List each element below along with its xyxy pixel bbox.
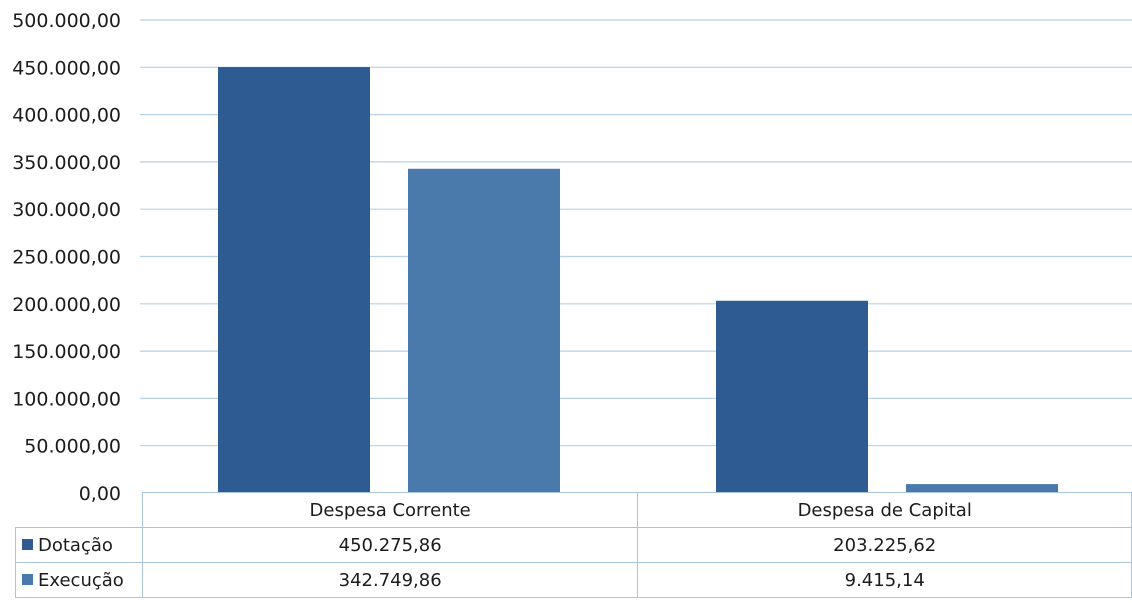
y-tick-label: 400.000,00 [12,105,121,127]
y-tick-label: 500.000,00 [12,10,121,32]
data-cell: 450.275,86 [141,527,639,563]
series-name: Execução [38,569,124,591]
y-tick-label: 50.000,00 [24,436,121,458]
y-tick-label: 200.000,00 [12,294,121,316]
bar [218,67,370,494]
y-tick-label: 450.000,00 [12,57,121,79]
bar [906,484,1058,493]
data-cell: 342.749,86 [141,562,639,598]
y-tick-label: 300.000,00 [12,199,121,221]
y-tick-label: 100.000,00 [12,388,121,410]
category-label: Despesa de Capital [637,492,1132,528]
data-cell: 203.225,62 [637,527,1132,563]
legend-swatch [22,574,33,585]
data-cell: 9.415,14 [637,562,1132,598]
y-tick-label: 250.000,00 [12,247,121,269]
legend-swatch [22,539,33,550]
bar [716,300,868,493]
table-row-dotacao: Dotação 450.275,86 203.225,62 [15,527,1132,563]
y-tick-label: 150.000,00 [12,341,121,363]
table-corner [15,492,143,528]
table-row-execucao: Execução 342.749,86 9.415,14 [15,562,1132,598]
legend-entry-execucao: Execução [15,562,143,598]
category-label: Despesa Corrente [141,492,639,528]
series-name: Dotação [38,534,113,556]
category-header-row: Despesa Corrente Despesa de Capital [15,492,1132,528]
y-tick-label: 350.000,00 [12,152,121,174]
legend-entry-dotacao: Dotação [15,527,143,563]
bar [408,168,560,493]
data-table: Despesa Corrente Despesa de Capital Dota… [15,492,1132,598]
